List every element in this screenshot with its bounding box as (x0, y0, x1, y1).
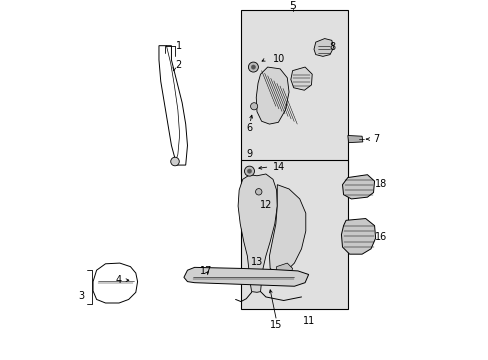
Polygon shape (290, 67, 311, 90)
Polygon shape (275, 263, 292, 278)
Circle shape (251, 65, 255, 69)
Text: 8: 8 (329, 42, 335, 52)
Polygon shape (183, 267, 308, 286)
Polygon shape (341, 219, 375, 254)
Polygon shape (159, 46, 187, 165)
Text: 17: 17 (200, 266, 212, 276)
Circle shape (244, 166, 254, 176)
Circle shape (247, 169, 251, 173)
Text: 16: 16 (374, 233, 386, 242)
Text: 10: 10 (272, 54, 285, 64)
Text: 5: 5 (288, 1, 296, 12)
Polygon shape (269, 185, 305, 274)
Circle shape (248, 62, 258, 72)
Text: 15: 15 (270, 320, 282, 330)
Text: 3: 3 (78, 291, 84, 301)
Text: 4: 4 (116, 275, 122, 285)
Bar (241, 10, 347, 174)
Circle shape (170, 157, 179, 166)
Polygon shape (313, 39, 333, 57)
Circle shape (250, 103, 257, 110)
Text: 14: 14 (273, 162, 285, 172)
Polygon shape (342, 175, 374, 199)
Polygon shape (256, 67, 288, 124)
Text: 2: 2 (175, 60, 182, 70)
Text: 6: 6 (246, 123, 252, 133)
Polygon shape (93, 263, 137, 303)
Text: 1: 1 (175, 41, 181, 51)
Polygon shape (238, 174, 277, 292)
Text: 11: 11 (303, 316, 315, 326)
Bar (241, 160, 347, 309)
Polygon shape (347, 135, 362, 143)
Text: 13: 13 (250, 257, 263, 267)
Text: 7: 7 (372, 134, 379, 144)
Text: 9: 9 (245, 149, 252, 159)
Text: 12: 12 (259, 201, 271, 210)
Circle shape (255, 189, 262, 195)
Text: 18: 18 (374, 179, 386, 189)
